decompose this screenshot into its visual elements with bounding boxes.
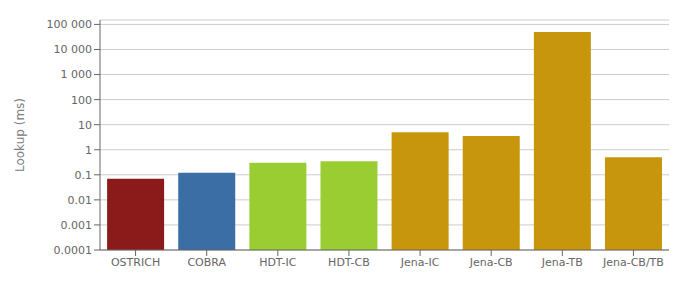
svg-text:Jena-CB/TB: Jena-CB/TB [602, 256, 664, 269]
svg-text:OSTRICH: OSTRICH [111, 256, 160, 269]
svg-text:COBRA: COBRA [187, 256, 226, 269]
svg-text:10 000: 10 000 [54, 43, 93, 56]
svg-text:HDT-CB: HDT-CB [328, 256, 370, 269]
svg-text:10: 10 [78, 119, 92, 132]
svg-text:0.01: 0.01 [68, 194, 93, 207]
svg-text:Lookup (ms): Lookup (ms) [13, 98, 27, 172]
svg-text:Jena-TB: Jena-TB [541, 256, 583, 269]
svg-text:0.001: 0.001 [61, 219, 93, 232]
svg-text:Jena-CB: Jena-CB [469, 256, 513, 269]
svg-text:Jena-IC: Jena-IC [400, 256, 440, 269]
svg-text:HDT-IC: HDT-IC [259, 256, 297, 269]
svg-text:1 000: 1 000 [61, 68, 93, 81]
svg-text:1: 1 [85, 144, 92, 157]
svg-text:100: 100 [71, 94, 92, 107]
svg-text:0.0001: 0.0001 [54, 244, 93, 257]
svg-text:100 000: 100 000 [47, 18, 93, 31]
svg-text:0.1: 0.1 [75, 169, 93, 182]
